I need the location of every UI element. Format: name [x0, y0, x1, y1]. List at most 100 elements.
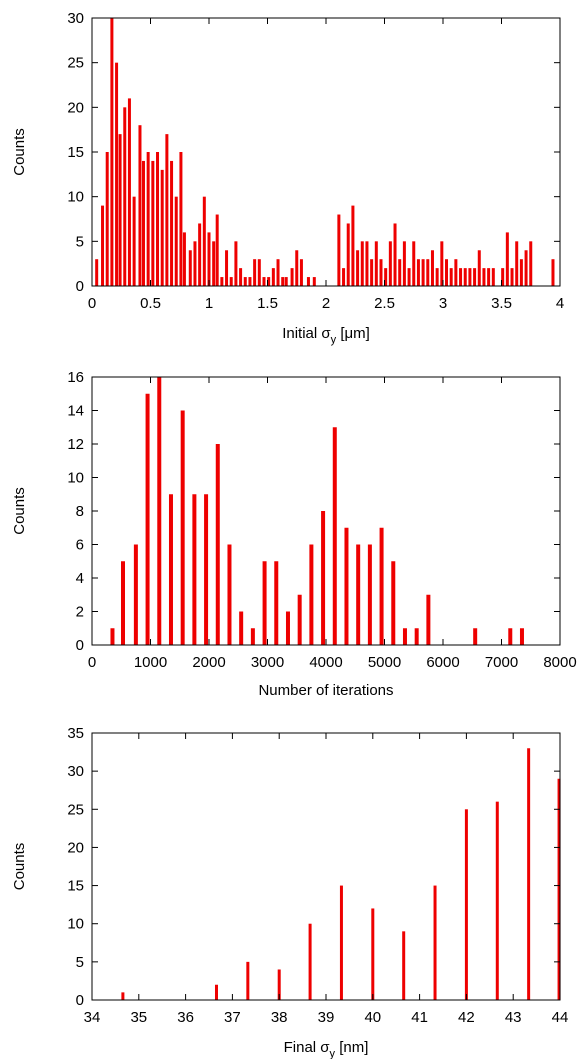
- chart0-y-axis-label: Counts: [11, 128, 28, 176]
- chart0-bar: [449, 268, 453, 286]
- chart0-bar: [306, 277, 310, 286]
- chart0-bar: [290, 268, 294, 286]
- chart1-bar: [391, 561, 396, 645]
- chart0-x-tick-label: 0.5: [140, 295, 161, 312]
- chart2-x-axis-label-subscript: y: [330, 1048, 336, 1059]
- chart0-x-tick-label: 3: [439, 295, 447, 312]
- chart1-bar: [367, 544, 372, 645]
- chart2-x-tick-label: 37: [224, 1009, 241, 1026]
- chart1-bar: [285, 611, 290, 645]
- chart2-bar: [402, 931, 406, 1000]
- chart0-bar: [360, 241, 364, 286]
- chart1-x-tick-label: 3000: [251, 654, 284, 671]
- chart0-bar: [473, 268, 477, 286]
- chart2-y-axis-label: Counts: [11, 843, 28, 891]
- chart0-bar: [337, 214, 341, 286]
- chart0-bar: [295, 250, 299, 286]
- chart0-bar: [253, 259, 257, 286]
- chart2-x-tick-label: 39: [318, 1009, 335, 1026]
- chart1-bar: [508, 628, 513, 645]
- chart0-bar: [160, 169, 164, 286]
- chart0-bar: [110, 18, 114, 286]
- chart1-bar: [519, 628, 524, 645]
- chart1-bar: [250, 628, 255, 645]
- chart0-bar: [529, 241, 533, 286]
- chart0-bar: [491, 268, 495, 286]
- chart1-x-axis-label-main: Number of iterations: [258, 682, 393, 699]
- chart1-y-axis-label: Counts: [11, 487, 28, 535]
- chart0-bar: [416, 259, 420, 286]
- chart1-bar: [379, 527, 384, 645]
- chart0-bar: [505, 232, 509, 286]
- chart1-bar: [180, 410, 185, 645]
- chart0-bar: [212, 241, 216, 286]
- chart2-x-axis-label-main: Final σ: [284, 1039, 331, 1056]
- chart0-bar: [215, 214, 219, 286]
- chart0-bar: [551, 259, 555, 286]
- chart1-x-tick-label: 4000: [309, 654, 342, 671]
- chart0-bar: [398, 259, 402, 286]
- chart0-bar: [515, 241, 519, 286]
- chart0-bar: [468, 268, 472, 286]
- chart1-x-tick-label: 7000: [485, 654, 518, 671]
- chart0-y-tick-label: 25: [67, 55, 84, 72]
- chart1-bar: [274, 561, 279, 645]
- chart1-y-tick-label: 2: [76, 604, 84, 621]
- chart2-y-tick-label: 5: [76, 954, 84, 971]
- chart2-x-tick-label: 40: [364, 1009, 381, 1026]
- chart0-bar: [123, 107, 127, 286]
- chart0-bar: [198, 223, 202, 286]
- chart2-bars: [121, 748, 561, 1000]
- chart1-bar: [473, 628, 478, 645]
- chart0-bar: [234, 241, 238, 286]
- chart2-bar: [308, 923, 312, 1000]
- chart0-bar: [207, 232, 211, 286]
- chart1-y-tick-label: 8: [76, 503, 84, 520]
- chart1-x-tick-label: 0: [88, 654, 96, 671]
- chart0-x-tick-label: 1.5: [257, 295, 278, 312]
- chart0-bar: [426, 259, 430, 286]
- chart0-bar: [454, 259, 458, 286]
- chart1-plot-frame: [91, 376, 561, 646]
- chart0-bar: [202, 196, 206, 286]
- chart1-y-tick-label: 14: [67, 403, 84, 420]
- chart0-bar: [445, 259, 449, 286]
- chart0-bar: [127, 98, 131, 287]
- chart2-bar: [214, 984, 218, 1000]
- chart0-bar: [138, 125, 142, 286]
- chart0-bar: [239, 268, 243, 286]
- chart2-x-tick-label: 34: [84, 1009, 101, 1026]
- chart0-bar: [141, 160, 145, 286]
- chart0-bar: [346, 223, 350, 286]
- chart2-x-tick-label: 38: [271, 1009, 288, 1026]
- chart1-bar: [239, 611, 244, 645]
- chart2-bar: [495, 801, 499, 1000]
- chart2-x-tick-label: 43: [505, 1009, 522, 1026]
- chart0-bar: [430, 250, 434, 286]
- chart1-x-tick-label: 2000: [192, 654, 225, 671]
- chart0-y-tick-label: 10: [67, 189, 84, 206]
- chart1-bar: [402, 628, 407, 645]
- chart0-bar: [407, 268, 411, 286]
- chart0-x-tick-label: 4: [556, 295, 564, 312]
- chart0-bar: [370, 259, 374, 286]
- chart1-bar: [192, 494, 197, 645]
- chart0-bar: [435, 268, 439, 286]
- chart2-y-tick-label: 15: [67, 878, 84, 895]
- chart1-bar: [414, 628, 419, 645]
- chart1-bar: [145, 393, 150, 645]
- chart0-x-axis-label-unit: [μm]: [336, 325, 370, 342]
- iterations-histogram: 0 1000 2000 3000 4000 5000 6000 7000 8000 0 2 4 6 8 10…: [11, 369, 577, 699]
- chart0-y-tick-label: 5: [76, 233, 84, 250]
- chart0-bar: [262, 277, 266, 286]
- chart2-y-tick-label: 35: [67, 725, 84, 742]
- chart0-bar: [257, 259, 261, 286]
- chart0-bar: [482, 268, 486, 286]
- chart0-bar: [165, 134, 169, 286]
- chart0-bar: [459, 268, 463, 286]
- chart0-bar: [115, 62, 119, 286]
- chart0-bar: [179, 152, 183, 286]
- chart0-bar: [188, 250, 192, 286]
- chart2-x-axis-label-unit: [nm]: [335, 1039, 368, 1056]
